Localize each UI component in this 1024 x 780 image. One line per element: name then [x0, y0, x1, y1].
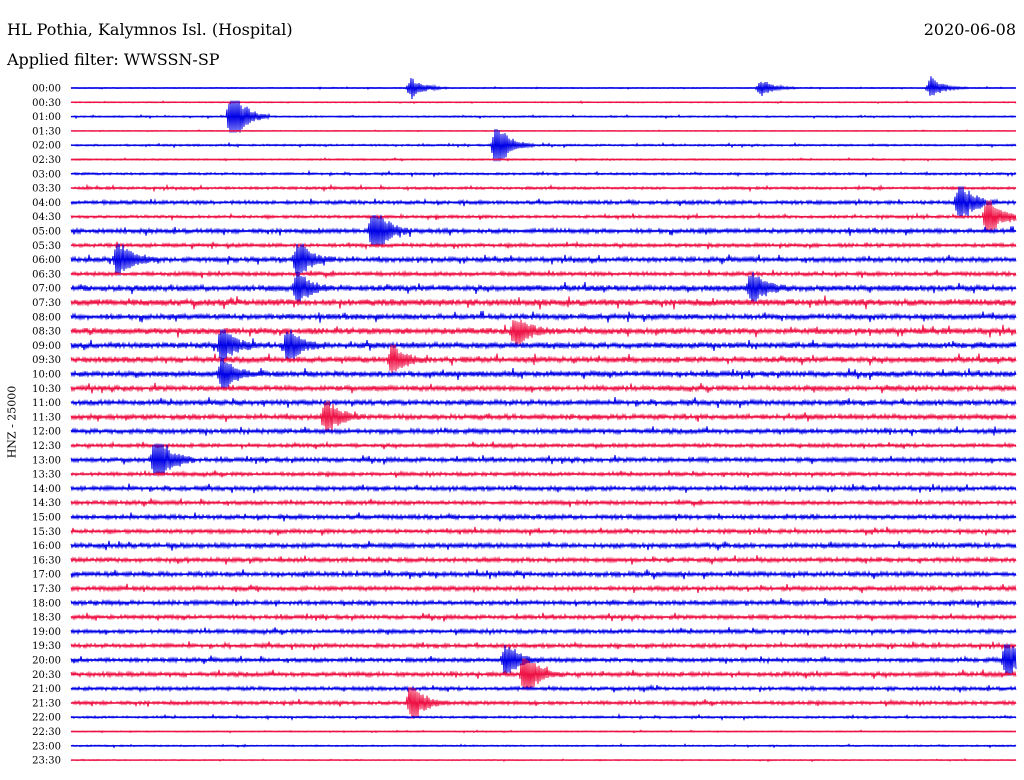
- row-time-label: 18:00: [32, 598, 61, 609]
- row-time-label: 09:30: [32, 355, 61, 366]
- row-time-label: 17:30: [32, 584, 61, 595]
- row-time-label: 17:00: [32, 570, 61, 581]
- row-time-label: 02:00: [32, 141, 61, 152]
- row-time-label: 04:30: [32, 212, 61, 223]
- row-time-label: 10:00: [32, 370, 61, 381]
- row-time-label: 08:30: [32, 327, 61, 338]
- row-time-label: 21:00: [32, 684, 61, 695]
- row-time-label: 02:30: [32, 155, 61, 166]
- row-time-label: 13:30: [32, 470, 61, 481]
- row-time-label: 00:00: [32, 84, 61, 95]
- row-time-label: 15:00: [32, 513, 61, 524]
- row-time-label: 10:30: [32, 384, 61, 395]
- row-time-label: 12:30: [32, 441, 61, 452]
- row-time-label: 23:30: [32, 756, 61, 767]
- row-time-label: 14:00: [32, 484, 61, 495]
- station-title: HL Pothia, Kalymnos Isl. (Hospital): [7, 20, 293, 39]
- row-time-label: 20:30: [32, 670, 61, 681]
- row-time-label: 05:30: [32, 241, 61, 252]
- row-time-label: 03:00: [32, 169, 61, 180]
- row-time-label: 09:00: [32, 341, 61, 352]
- row-time-label: 11:30: [32, 412, 61, 423]
- row-time-label: 07:30: [32, 298, 61, 309]
- row-time-label: 01:00: [32, 112, 61, 123]
- filter-label: Applied filter: WWSSN-SP: [7, 50, 220, 69]
- row-time-label: 01:30: [32, 126, 61, 137]
- row-time-label: 06:00: [32, 255, 61, 266]
- row-time-label: 05:00: [32, 227, 61, 238]
- row-time-label: 04:00: [32, 198, 61, 209]
- row-time-label: 23:00: [32, 741, 61, 752]
- row-time-label: 22:00: [32, 713, 61, 724]
- row-time-label: 19:30: [32, 641, 61, 652]
- row-time-label: 08:00: [32, 312, 61, 323]
- row-time-label: 13:00: [32, 455, 61, 466]
- row-time-label: 21:30: [32, 698, 61, 709]
- row-time-label: 22:30: [32, 727, 61, 738]
- row-time-label: 15:30: [32, 527, 61, 538]
- row-time-label: 18:30: [32, 613, 61, 624]
- row-time-label: 19:00: [32, 627, 61, 638]
- row-time-label: 03:30: [32, 184, 61, 195]
- row-time-label: 07:00: [32, 284, 61, 295]
- row-time-label: 11:00: [32, 398, 61, 409]
- trace-date: 2020-06-08: [923, 20, 1016, 39]
- row-time-label: 06:30: [32, 269, 61, 280]
- row-time-label: 14:30: [32, 498, 61, 509]
- row-time-label: 20:00: [32, 656, 61, 667]
- row-time-label: 12:00: [32, 427, 61, 438]
- seismic-trace: [70, 344, 1017, 373]
- seismic-trace: [70, 357, 1017, 391]
- row-time-label: 16:30: [32, 555, 61, 566]
- row-time-label: 16:00: [32, 541, 61, 552]
- row-time-label: 00:30: [32, 98, 61, 109]
